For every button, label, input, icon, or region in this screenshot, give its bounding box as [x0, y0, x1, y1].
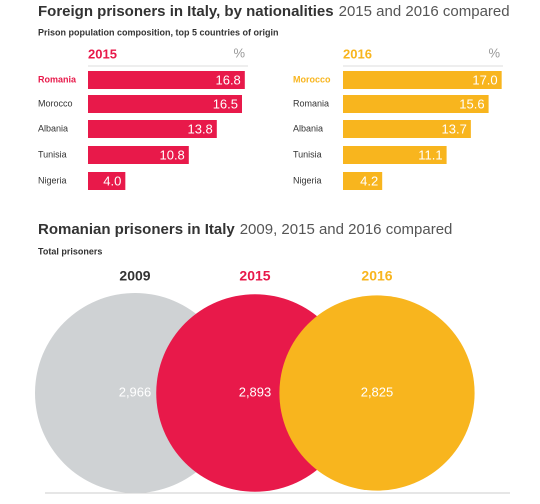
category-label: Tunisia	[38, 149, 67, 159]
bar	[343, 71, 502, 89]
bar	[343, 172, 383, 190]
title-note: 2009, 2015 and 2016 compared	[240, 221, 453, 238]
value-label: 10.8	[159, 147, 184, 162]
bar	[88, 146, 189, 164]
title-main: Romanian prisoners in Italy	[38, 221, 235, 238]
value-label: 13.8	[187, 121, 212, 136]
value-label: 2,893	[239, 384, 272, 399]
bar	[343, 120, 471, 138]
bar	[343, 95, 489, 113]
category-label: Albania	[38, 123, 68, 133]
value-label: 16.5	[213, 96, 238, 111]
bar-header: 2016	[343, 46, 372, 61]
bar	[88, 172, 126, 190]
bar	[343, 146, 447, 164]
value-label: 2,966	[119, 384, 152, 399]
category-label: Nigeria	[293, 175, 322, 185]
title: Foreign prisoners in Italy, by nationali…	[38, 3, 510, 20]
subtitle: Prison population composition, top 5 cou…	[38, 27, 279, 37]
title-note: 2015 and 2016 compared	[339, 3, 510, 20]
year-label: 2016	[361, 268, 392, 284]
bar-header: 2015	[88, 46, 117, 61]
category-label: Morocco	[293, 74, 331, 84]
value-label: 17.0	[472, 72, 497, 87]
value-label: 4.2	[360, 173, 378, 188]
category-label: Romania	[38, 74, 77, 84]
category-label: Morocco	[38, 98, 73, 108]
category-label: Albania	[293, 123, 323, 133]
bar	[88, 71, 245, 89]
unit-label: %	[233, 45, 245, 60]
category-label: Tunisia	[293, 149, 322, 159]
value-label: 2,825	[361, 384, 394, 399]
value-label: 16.8	[215, 72, 240, 87]
bar	[88, 95, 242, 113]
value-label: 13.7	[442, 121, 467, 136]
unit-label: %	[488, 45, 500, 60]
category-label: Romania	[293, 98, 329, 108]
bar	[88, 120, 217, 138]
circle	[279, 295, 475, 491]
title: Romanian prisoners in Italy 2009, 2015 an…	[38, 221, 452, 238]
value-label: 11.1	[418, 147, 442, 162]
title-main: Foreign prisoners in Italy, by nationali…	[38, 3, 334, 20]
value-label: 15.6	[459, 96, 484, 111]
year-label: 2015	[239, 268, 270, 284]
year-label: 2009	[119, 268, 150, 284]
value-label: 4.0	[103, 173, 121, 188]
category-label: Nigeria	[38, 175, 67, 185]
subtitle: Total prisoners	[38, 246, 102, 256]
